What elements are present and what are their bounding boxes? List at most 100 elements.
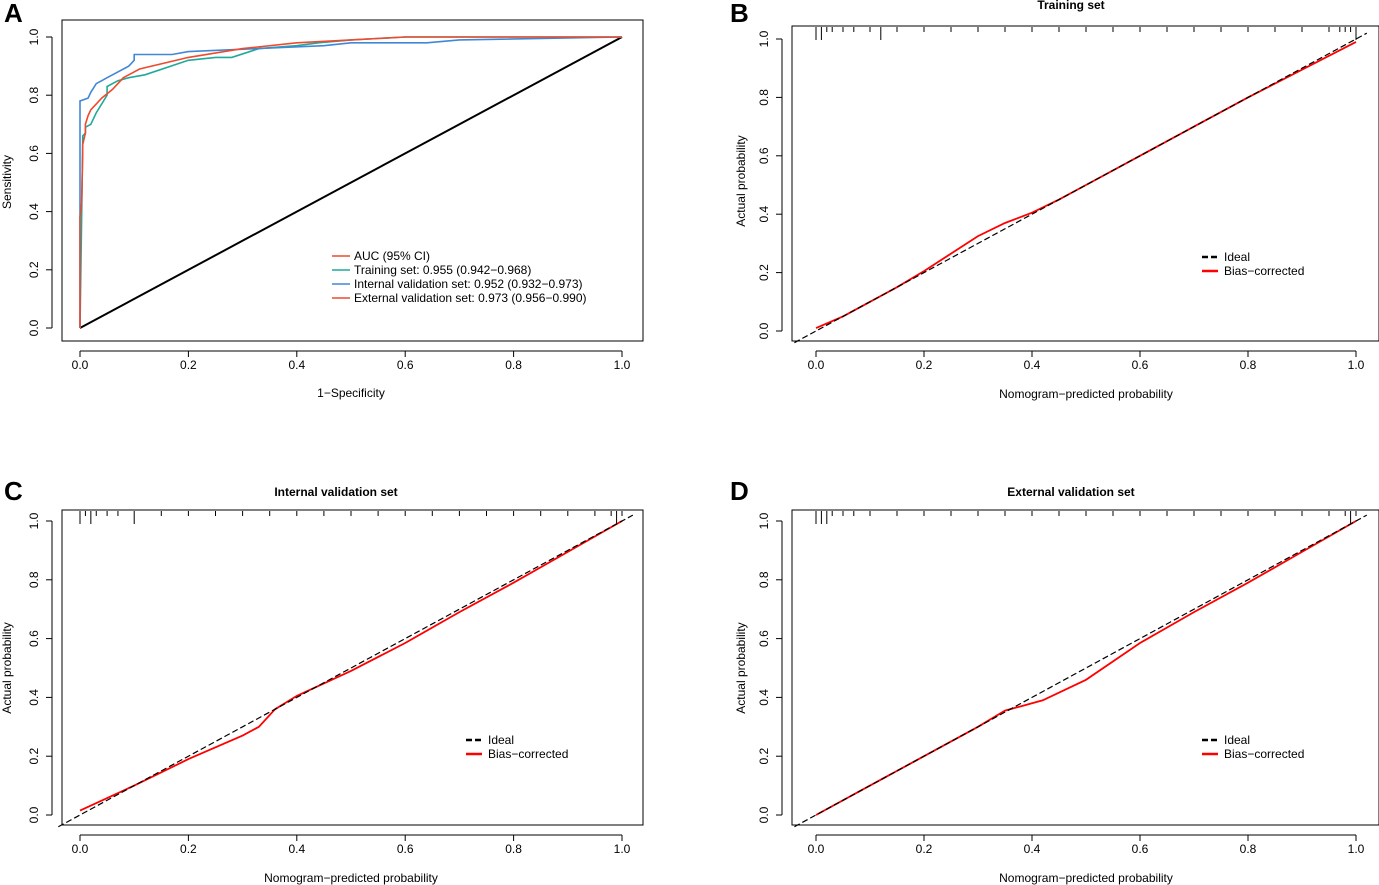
y-tick-label: 1.0 [757, 30, 771, 47]
x-tick-label: 0.2 [916, 842, 933, 856]
y-tick-label: 0.8 [27, 87, 41, 104]
panel-d-bias-corrected-curve [815, 520, 1357, 816]
panel-d-x-axis: 0.0 0.2 0.4 0.6 0.8 1.0 [808, 834, 1365, 856]
panel-c-title: Internal validation set [274, 485, 397, 499]
x-tick-label: 0.2 [180, 842, 197, 856]
x-tick-label: 0.8 [1240, 358, 1257, 372]
panel-d-x-label: Nomogram−predicted probability [999, 871, 1173, 885]
y-tick-label: 0.8 [757, 571, 771, 588]
panel-b-bias-corrected-curve [815, 41, 1357, 329]
y-tick-label: 0.8 [27, 571, 41, 588]
panel-b-y-label: Actual probability [734, 135, 748, 226]
legend-ideal-label: Ideal [1224, 250, 1250, 264]
panel-d-y-axis: 0.0 0.2 0.4 0.6 0.8 1.0 [757, 512, 783, 823]
panel-a-reference-line [79, 36, 623, 329]
panel-c-y-axis: 0.0 0.2 0.4 0.6 0.8 1.0 [27, 512, 53, 823]
x-tick-label: 0.8 [505, 842, 522, 856]
panel-a-y-label: Sensitivity [0, 155, 14, 209]
legend-ideal-label: Ideal [488, 733, 514, 747]
panel-a-y-axis: 0.0 0.2 0.4 0.6 0.8 1.0 [27, 28, 53, 336]
panel-d-rug [815, 511, 1357, 524]
y-tick-label: 0.4 [757, 689, 771, 706]
x-tick-label: 0.6 [397, 358, 414, 372]
y-tick-label: 0.2 [757, 748, 771, 765]
panel-d-title: External validation set [1007, 485, 1134, 499]
legend-auc-header: AUC (95% CI) [354, 249, 430, 263]
y-tick-label: 1.0 [27, 28, 41, 45]
panel-c: C Internal validation set 0.0 0.2 0.4 0.6 0.… [0, 476, 644, 885]
panel-a-plot-box [61, 19, 644, 342]
panel-a: A 0.0 0.2 0.4 0.6 0.8 1.0 0.00.20.40.60.81.0 … [0, 0, 644, 400]
panel-b-rug [815, 27, 1357, 40]
x-tick-label: 0.8 [505, 358, 522, 372]
legend-bias-corrected-label: Bias−corrected [1224, 747, 1304, 761]
panel-a-legend: AUC (95% CI) Training set: 0.955 (0.942−… [332, 249, 587, 305]
x-tick-label: 1.0 [1348, 358, 1365, 372]
roc-curve-internal-validation [79, 36, 623, 328]
y-tick-label: 0.2 [27, 748, 41, 765]
x-tick-label: 0.4 [288, 358, 305, 372]
y-tick-label: 0.4 [27, 203, 41, 220]
x-tick-label: 1.0 [614, 358, 631, 372]
x-tick-label: 0.4 [1024, 842, 1041, 856]
legend-ideal-label: Ideal [1224, 733, 1250, 747]
y-tick-label: 0.2 [757, 264, 771, 281]
panel-c-legend: Ideal Bias−corrected [466, 733, 568, 761]
panel-b-x-axis: 0.0 0.2 0.4 0.6 0.8 1.0 [808, 350, 1365, 372]
panel-a-letter: A [4, 0, 23, 28]
panel-c-plot-box [61, 509, 644, 826]
roc-curve-external-validation [79, 36, 622, 328]
x-tick-label: 0.2 [916, 358, 933, 372]
panel-c-x-axis: 0.0 0.2 0.4 0.6 0.8 1.0 [72, 834, 631, 856]
y-tick-label: 0.0 [757, 806, 771, 823]
y-tick-label: 0.4 [757, 206, 771, 223]
x-tick-label: 0.6 [1132, 358, 1149, 372]
legend-internal-label: Internal validation set: 0.952 (0.932−0.… [354, 277, 583, 291]
panel-c-x-label: Nomogram−predicted probability [264, 871, 438, 885]
legend-external-label: External validation set: 0.973 (0.956−0.… [354, 291, 587, 305]
panel-d-y-label: Actual probability [734, 622, 748, 713]
panel-b-ideal-line [794, 32, 1368, 344]
y-tick-label: 1.0 [27, 512, 41, 529]
legend-bias-corrected-label: Bias−corrected [1224, 264, 1304, 278]
x-tick-label: 1.0 [1348, 842, 1365, 856]
panel-c-rug [79, 511, 623, 524]
y-tick-label: 0.6 [27, 630, 41, 647]
panel-b-title: Training set [1037, 0, 1104, 12]
panel-c-bias-corrected-curve [79, 520, 623, 812]
x-tick-label: 0.6 [397, 842, 414, 856]
y-tick-label: 0.0 [27, 319, 41, 336]
x-tick-label: 0.0 [72, 842, 89, 856]
x-tick-label: 0.2 [180, 358, 197, 372]
panel-b-legend: Ideal Bias−corrected [1202, 250, 1304, 278]
y-tick-label: 0.6 [757, 147, 771, 164]
x-tick-label: 1.0 [614, 842, 631, 856]
x-tick-label: 0.0 [808, 842, 825, 856]
panel-d: D External validation set 0.0 0.2 0.4 0.6 0.… [730, 476, 1379, 885]
x-tick-label: 0.4 [288, 842, 305, 856]
y-tick-label: 1.0 [757, 512, 771, 529]
x-tick-label: 0.6 [1132, 842, 1149, 856]
panel-c-y-label: Actual probability [0, 622, 14, 713]
panel-c-letter: C [4, 476, 23, 506]
y-tick-label: 0.0 [27, 806, 41, 823]
y-tick-label: 0.8 [757, 89, 771, 106]
panel-b-x-label: Nomogram−predicted probability [999, 387, 1173, 401]
legend-training-label: Training set: 0.955 (0.942−0.968) [354, 263, 531, 277]
panel-c-ideal-line [58, 514, 634, 828]
panel-b-y-axis: 0.0 0.2 0.4 0.6 0.8 1.0 [757, 30, 783, 339]
legend-bias-corrected-label: Bias−corrected [488, 747, 568, 761]
x-tick-label: 0.0 [72, 358, 89, 372]
panel-b: B Training set 0.0 0.2 0.4 0.6 0.8 1.0 0.0 0.2… [730, 0, 1379, 401]
panel-b-letter: B [730, 0, 749, 28]
x-tick-label: 0.8 [1240, 842, 1257, 856]
y-tick-label: 0.6 [757, 630, 771, 647]
panel-a-x-axis: 0.0 0.2 0.4 0.6 0.8 1.0 [72, 350, 631, 372]
x-tick-label: 0.4 [1024, 358, 1041, 372]
panel-d-legend: Ideal Bias−corrected [1202, 733, 1304, 761]
y-tick-label: 0.0 [757, 322, 771, 339]
y-tick-label: 0.6 [27, 145, 41, 162]
panel-b-plot-box [791, 25, 1379, 342]
panel-d-letter: D [730, 476, 749, 506]
